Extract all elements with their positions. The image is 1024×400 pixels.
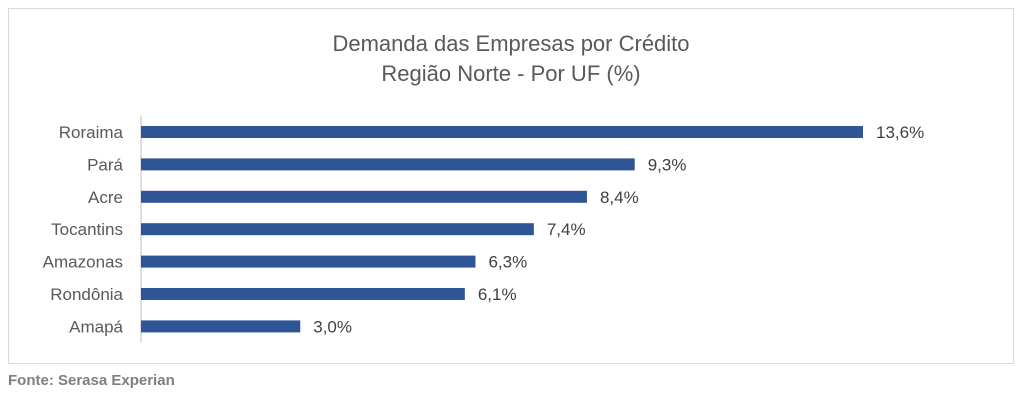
bar — [141, 190, 587, 203]
bar-chart-plot: Roraima 13,6% Pará 9,3% Acre 8,4% Tocantins 7,4… — [43, 115, 924, 343]
category-label: Roraima — [59, 123, 124, 142]
data-label: 8,4% — [600, 188, 639, 207]
category-label: Pará — [87, 155, 123, 174]
bar — [141, 223, 534, 236]
category-label: Rondônia — [50, 285, 123, 304]
bar — [141, 158, 635, 171]
chart-title: Demanda das Empresas por Crédito — [332, 31, 690, 56]
category-label: Amazonas — [43, 253, 123, 272]
data-label: 13,6% — [876, 123, 924, 142]
bar — [141, 288, 465, 300]
data-label: 6,1% — [478, 285, 517, 304]
category-label: Tocantins — [51, 220, 123, 239]
chart-subtitle: Região Norte - Por UF (%) — [381, 61, 641, 86]
data-label: 7,4% — [547, 220, 586, 239]
category-label: Acre — [88, 188, 123, 207]
bar — [141, 255, 476, 268]
data-label: 6,3% — [488, 253, 527, 272]
chart-title-block: Demanda das Empresas por Crédito Região … — [9, 29, 1013, 89]
chart-frame: Demanda das Empresas por Crédito Região … — [8, 8, 1014, 364]
data-label: 3,0% — [313, 317, 352, 336]
category-label: Amapá — [69, 317, 123, 336]
bar — [141, 320, 301, 333]
source-note: Fonte: Serasa Experian — [8, 372, 175, 389]
data-label: 9,3% — [648, 155, 687, 174]
bar — [141, 126, 863, 138]
